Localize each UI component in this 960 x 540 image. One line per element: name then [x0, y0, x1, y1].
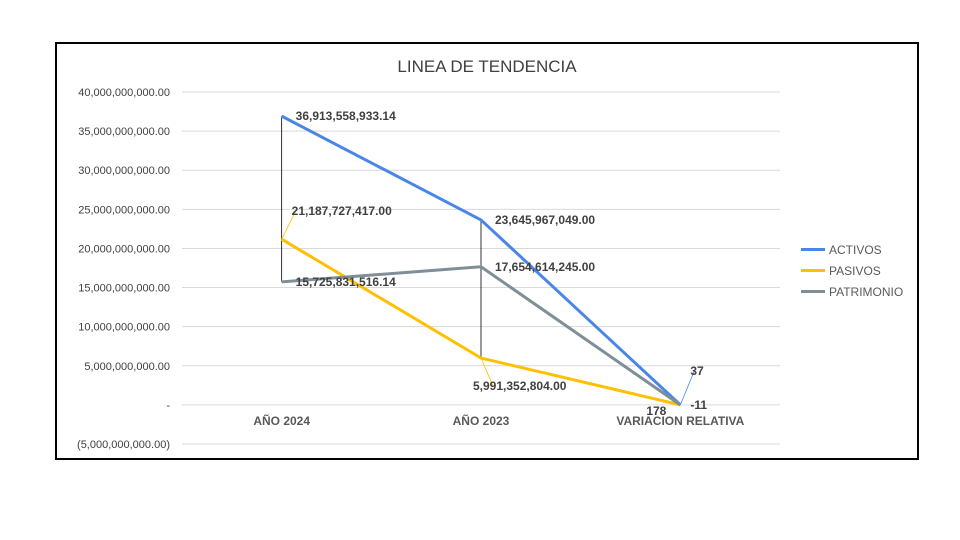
legend-swatch-activos [801, 248, 825, 251]
y-tick-label-9: (5,000,000,000.00) [77, 439, 170, 451]
series-line-patrimonio [281, 265, 682, 407]
y-tick-label-6: 10,000,000,000.00 [78, 322, 170, 334]
data-label-activos-1: 23,645,967,049.00 [495, 213, 595, 227]
y-tick-label-7: 5,000,000,000.00 [84, 361, 170, 373]
chart-frame: LINEA DE TENDENCIA 40,000,000,000.00 35,0… [55, 42, 919, 460]
chart-legend: ACTIVOS PASIVOS PATRIMONIO [801, 239, 903, 302]
legend-swatch-patrimonio [801, 290, 825, 293]
leader-line-pasivos-0 [281, 210, 297, 240]
y-tick-label-4: 20,000,000,000.00 [78, 243, 170, 255]
y-tick-label-8: - [166, 400, 170, 412]
leader-line-activos-2 [679, 370, 695, 406]
data-label-patrimonio-2: -11 [690, 398, 707, 412]
data-label-pasivos-2: 178 [646, 404, 666, 418]
x-tick-label-0: AÑO 2024 [253, 413, 310, 428]
legend-item-patrimonio: PATRIMONIO [801, 281, 903, 302]
x-tick-label-1: AÑO 2023 [453, 413, 510, 428]
leader-line-pasivos-1 [480, 357, 494, 387]
data-label-activos-2: 37 [690, 364, 704, 378]
data-label-activos-0: 36,913,558,933.14 [296, 109, 396, 123]
x-tick-label-2: VARIACION RELATIVA [616, 414, 744, 428]
legend-label-activos: ACTIVOS [829, 242, 882, 257]
legend-label-pasivos: PASIVOS [829, 263, 881, 278]
y-tick-label-0: 40,000,000,000.00 [78, 87, 170, 99]
data-label-pasivos-1: 5,991,352,804.00 [473, 379, 567, 393]
legend-item-pasivos: PASIVOS [801, 260, 903, 281]
data-label-patrimonio-0: 15,725,831,516.14 [296, 275, 396, 289]
line-chart: LINEA DE TENDENCIA 40,000,000,000.00 35,0… [77, 57, 780, 451]
y-tick-label-5: 15,000,000,000.00 [78, 283, 170, 295]
y-tick-label-1: 35,000,000,000.00 [78, 126, 170, 138]
legend-swatch-pasivos [801, 269, 825, 272]
series-line-activos [280, 114, 682, 406]
y-tick-label-3: 25,000,000,000.00 [78, 204, 170, 216]
legend-item-activos: ACTIVOS [801, 239, 903, 260]
data-label-patrimonio-1: 17,654,614,245.00 [495, 260, 595, 274]
data-label-pasivos-0: 21,187,727,417.00 [292, 204, 392, 218]
y-tick-label-2: 30,000,000,000.00 [78, 165, 170, 177]
chart-title: LINEA DE TENDENCIA [397, 57, 577, 76]
legend-label-patrimonio: PATRIMONIO [829, 284, 904, 299]
